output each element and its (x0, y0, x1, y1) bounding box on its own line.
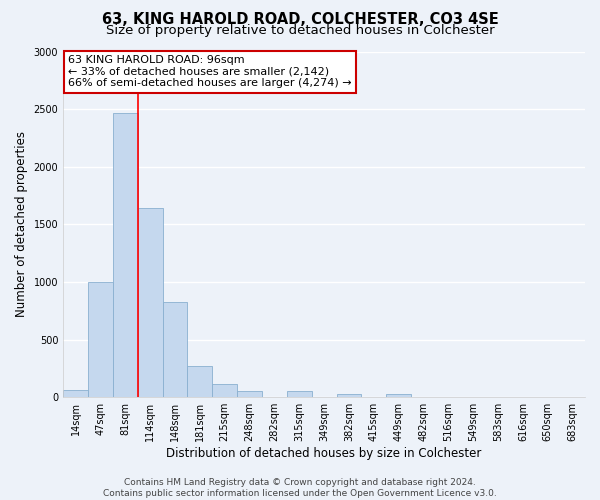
Text: Contains HM Land Registry data © Crown copyright and database right 2024.
Contai: Contains HM Land Registry data © Crown c… (103, 478, 497, 498)
Bar (337, 394, 361, 397)
Y-axis label: Number of detached properties: Number of detached properties (15, 132, 28, 318)
Bar (88, 282, 113, 397)
Bar (287, 392, 311, 397)
Bar (163, 302, 187, 397)
Bar (187, 366, 212, 397)
Bar (63, 390, 88, 397)
Text: 63, KING HAROLD ROAD, COLCHESTER, CO3 4SE: 63, KING HAROLD ROAD, COLCHESTER, CO3 4S… (101, 12, 499, 28)
Text: 63 KING HAROLD ROAD: 96sqm
← 33% of detached houses are smaller (2,142)
66% of s: 63 KING HAROLD ROAD: 96sqm ← 33% of deta… (68, 55, 352, 88)
Text: Size of property relative to detached houses in Colchester: Size of property relative to detached ho… (106, 24, 494, 37)
Bar (113, 112, 138, 397)
Bar (386, 394, 411, 397)
Bar (237, 392, 262, 397)
Bar (212, 384, 237, 397)
Bar (138, 208, 163, 397)
X-axis label: Distribution of detached houses by size in Colchester: Distribution of detached houses by size … (166, 447, 482, 460)
